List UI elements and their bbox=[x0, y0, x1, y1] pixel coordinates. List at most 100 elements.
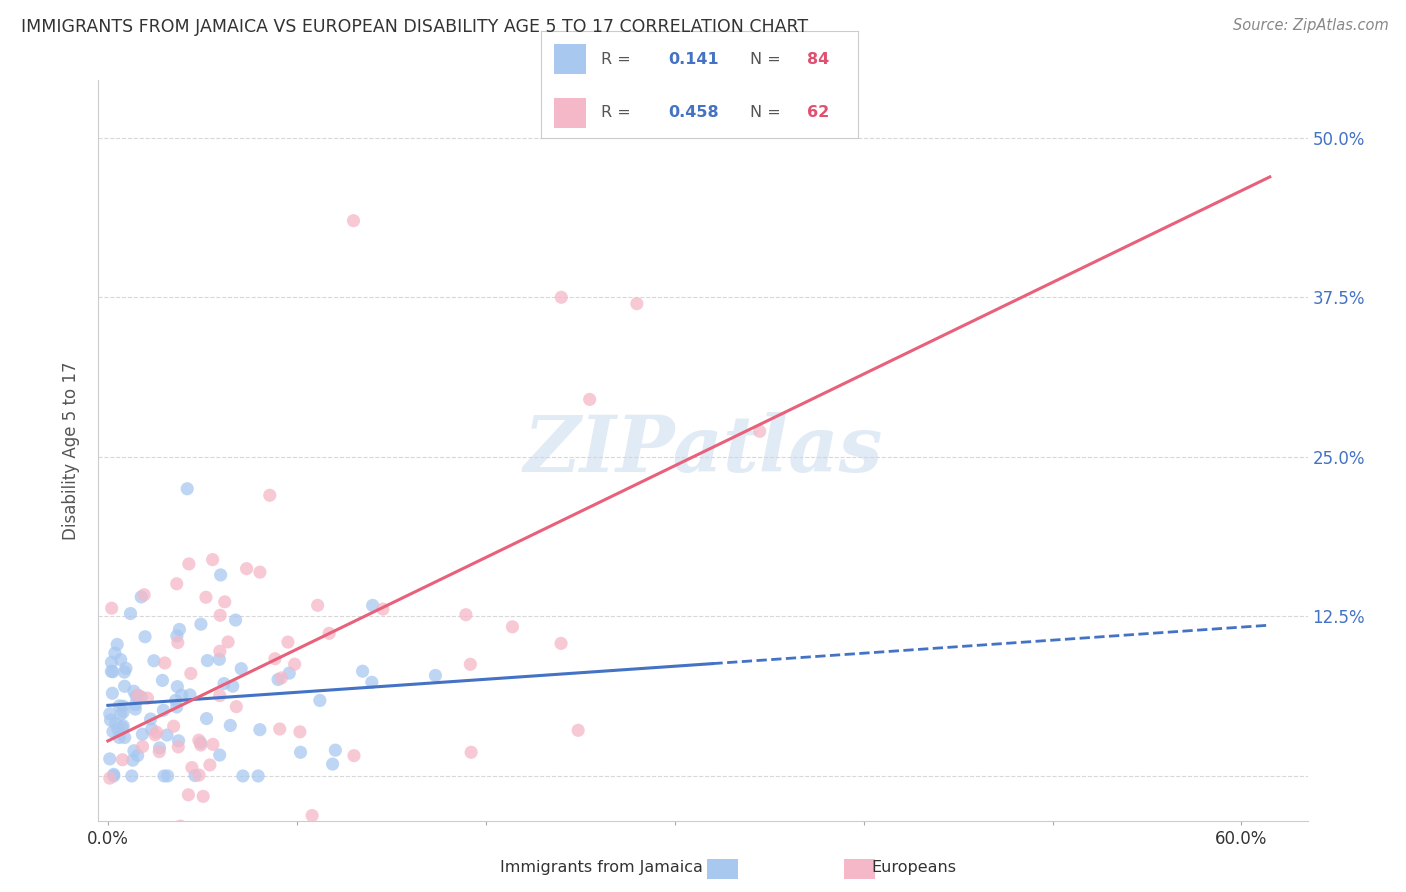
Point bbox=[231, 662, 253, 676]
Point bbox=[118, 832, 141, 847]
Point bbox=[180, 666, 202, 681]
Point bbox=[318, 626, 340, 640]
Point bbox=[208, 652, 231, 666]
Point bbox=[342, 213, 364, 227]
Point bbox=[288, 724, 311, 739]
Point bbox=[208, 689, 231, 703]
Point bbox=[249, 565, 271, 579]
Point bbox=[111, 753, 134, 767]
Point bbox=[578, 392, 600, 407]
Point bbox=[127, 689, 149, 703]
Point bbox=[277, 635, 299, 649]
Point bbox=[108, 832, 131, 847]
Point bbox=[115, 661, 138, 675]
Point bbox=[308, 693, 330, 707]
Point bbox=[170, 688, 193, 702]
Point bbox=[166, 680, 188, 694]
Point bbox=[180, 760, 202, 774]
Point bbox=[208, 747, 231, 762]
Point bbox=[454, 607, 477, 622]
Point bbox=[112, 719, 135, 733]
Point bbox=[104, 716, 127, 731]
Text: IMMIGRANTS FROM JAMAICA VS EUROPEAN DISABILITY AGE 5 TO 17 CORRELATION CHART: IMMIGRANTS FROM JAMAICA VS EUROPEAN DISA… bbox=[21, 18, 808, 36]
Point bbox=[165, 693, 187, 707]
Point bbox=[193, 789, 215, 804]
Point bbox=[195, 654, 218, 668]
Point bbox=[107, 822, 129, 836]
Point bbox=[169, 623, 191, 637]
Point bbox=[145, 725, 167, 739]
Point bbox=[141, 722, 163, 736]
Point bbox=[108, 698, 131, 713]
Text: ZIPatlas: ZIPatlas bbox=[523, 412, 883, 489]
Point bbox=[190, 617, 212, 632]
Text: 62: 62 bbox=[807, 105, 830, 120]
Point bbox=[110, 707, 132, 722]
Point bbox=[107, 722, 129, 736]
Text: 0.141: 0.141 bbox=[668, 52, 718, 67]
Point bbox=[108, 731, 131, 745]
Point bbox=[190, 738, 212, 752]
Point bbox=[217, 635, 239, 649]
Point bbox=[101, 665, 124, 679]
Point bbox=[104, 646, 127, 660]
Point bbox=[143, 728, 166, 742]
Point bbox=[232, 769, 254, 783]
Point bbox=[187, 733, 209, 747]
Point bbox=[129, 590, 152, 604]
Point bbox=[190, 736, 212, 750]
Point bbox=[264, 652, 287, 666]
Point bbox=[425, 668, 447, 682]
Point bbox=[567, 723, 589, 738]
Point bbox=[259, 488, 281, 502]
Point bbox=[290, 745, 312, 759]
Point bbox=[235, 562, 257, 576]
Point bbox=[343, 748, 366, 763]
Point bbox=[163, 719, 186, 733]
Point bbox=[322, 757, 344, 772]
Point bbox=[166, 635, 188, 649]
Point bbox=[114, 679, 136, 693]
Point bbox=[184, 768, 207, 782]
Point bbox=[111, 721, 134, 735]
Point bbox=[98, 706, 121, 721]
Point bbox=[371, 602, 394, 616]
Point bbox=[169, 819, 191, 833]
Point bbox=[122, 684, 145, 698]
Point bbox=[101, 724, 124, 739]
Point bbox=[166, 629, 188, 643]
Point bbox=[278, 666, 301, 681]
Point bbox=[127, 748, 149, 763]
Text: N =: N = bbox=[751, 52, 780, 67]
Point bbox=[125, 689, 148, 703]
Point bbox=[225, 613, 247, 627]
Point bbox=[101, 686, 124, 700]
Point bbox=[153, 656, 176, 670]
Point bbox=[124, 702, 146, 716]
Point bbox=[201, 552, 224, 566]
Point bbox=[103, 769, 125, 783]
Point bbox=[134, 630, 156, 644]
Point bbox=[270, 671, 292, 685]
Text: N =: N = bbox=[751, 105, 780, 120]
Point bbox=[194, 591, 217, 605]
Point bbox=[179, 688, 201, 702]
Point bbox=[100, 665, 122, 679]
Point bbox=[167, 739, 190, 754]
Point bbox=[98, 752, 121, 766]
Point bbox=[131, 739, 153, 754]
Point bbox=[550, 636, 572, 650]
Point bbox=[166, 576, 188, 591]
Point bbox=[301, 808, 323, 822]
Point bbox=[131, 690, 153, 705]
Point bbox=[176, 482, 198, 496]
Text: R =: R = bbox=[602, 52, 631, 67]
Point bbox=[201, 737, 224, 751]
Point bbox=[177, 557, 200, 571]
Point bbox=[748, 425, 770, 439]
Point bbox=[100, 713, 122, 727]
Point bbox=[501, 620, 523, 634]
Point bbox=[209, 568, 232, 582]
Point bbox=[156, 769, 179, 783]
Point bbox=[225, 699, 247, 714]
